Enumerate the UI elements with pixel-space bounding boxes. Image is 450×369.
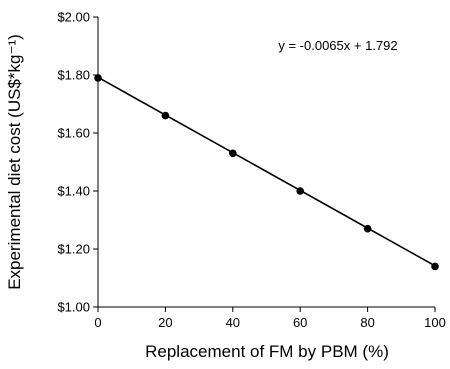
data-point — [431, 262, 439, 271]
data-point — [229, 149, 237, 158]
y-tick-label: $1.00 — [57, 300, 90, 315]
x-tick-label: 80 — [360, 315, 374, 330]
x-tick-label: 100 — [424, 315, 446, 330]
x-tick-label: 60 — [293, 315, 307, 330]
y-tick-label: $1.40 — [57, 184, 90, 199]
x-tick-label: 0 — [94, 315, 101, 330]
data-point — [161, 111, 170, 120]
y-tick-label: $1.80 — [57, 68, 90, 83]
y-tick-label: $1.20 — [57, 242, 90, 257]
data-point — [296, 187, 305, 195]
x-axis-title: Replacement of FM by PBM (%) — [145, 342, 389, 361]
y-tick-label: $2.00 — [57, 10, 90, 25]
data-point — [94, 74, 102, 82]
trendline-equation: y = -0.0065x + 1.792 — [278, 38, 397, 53]
y-tick-label: $1.60 — [57, 126, 90, 141]
axes — [97, 17, 435, 308]
data-point — [363, 224, 372, 233]
ticks: $1.00 $1.20 $1.40 $1.60 $1.80 $2.00 0 20 40 60 80 1… — [57, 10, 445, 331]
trend-line — [97, 76, 436, 267]
x-tick-label: 40 — [226, 315, 240, 330]
x-tick-label: 20 — [158, 315, 172, 330]
data-points — [94, 74, 439, 271]
y-axis-title: Experimental diet cost (US$*kg⁻¹) — [5, 34, 24, 290]
